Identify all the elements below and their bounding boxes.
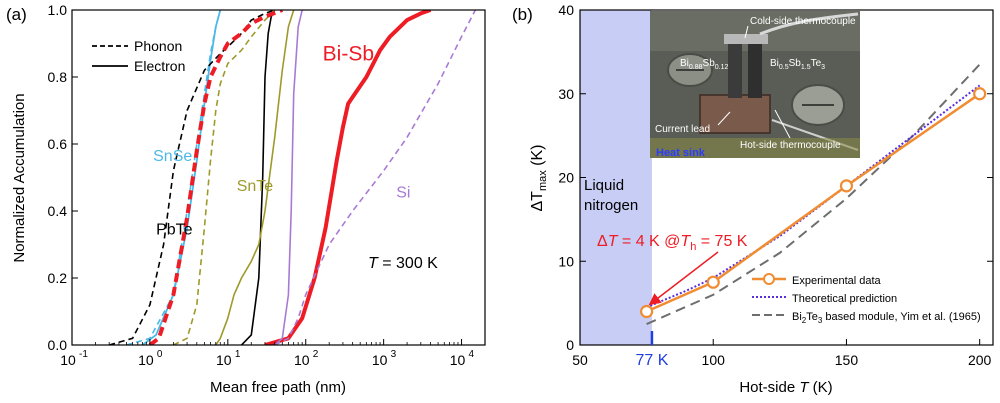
panel-a-series [108,10,477,345]
ytick-label: 1.0 [48,2,68,18]
photo-label-heat-sink: Heat sink [656,147,706,159]
panel-b-xlabel: Hot-side T (K) [739,379,832,396]
panel-a-xlabel: Mean free path (nm) [210,379,346,396]
series-label-snse: SnSe [153,148,192,165]
marker-77k-label: 77 K [635,352,668,369]
pointer-current-lead [717,111,731,126]
xtick-exponent: 3 [391,349,397,360]
legend-yim-label: Bi2Te3 based module, Yim et al. (1965) [792,311,981,325]
temperature-annotation: T = 300 K [368,255,438,272]
panel-a: (a) 10 -1 10 0 10 1 10 2 10 3 10 40.00.20.40.60.81.… [6,2,486,396]
experimental-point [839,179,854,193]
xtick-exponent: 4 [469,349,475,360]
series-bi-sb-dashed-line [148,10,284,345]
xtick-label: 150 [835,352,859,368]
series-label-snte: SnTe [237,178,274,195]
delta-t-arrow [648,251,719,306]
heat-spreader [699,94,771,134]
photo-label-bisbte: Bi0.5Sb1.5Te3 [770,58,825,71]
panel-a-label: (a) [6,5,27,24]
experimental-point [973,87,987,101]
xtick-label: 50 [572,352,588,368]
panel-b-label: (b) [512,5,533,24]
series-si-dashed-line [274,10,477,345]
xtick-label: 10 [60,352,76,368]
series-label-pbte: PbTe [156,221,193,238]
series-label-bi-sb: Bi-Sb [323,42,374,65]
panel-a-frame [71,9,486,346]
photo-label-current-lead: Current lead [655,124,710,135]
series-b-0-line [646,92,981,313]
panel-a-legend: Phonon Electron [92,38,185,74]
ytick-label: 30 [558,86,574,102]
cold-thermocouple-wire [759,12,859,36]
photo-label-bisb: Bi0.88Sb0.12 [680,58,728,71]
xtick-label: 10 [450,352,466,368]
panel-a-ticks: 10 -1 10 0 10 1 10 2 10 3 10 40.00.20.40.60.81.0 [48,2,486,368]
temperature-italic-t: T [368,255,379,272]
photo-label-hot-side: Hot-side thermocouple [740,140,841,151]
heat-sink-base [650,138,860,158]
panel-a-ylabel: Normalized Accumulation [11,93,28,262]
liquid-nitrogen-label-2: nitrogen [584,197,638,214]
pointer-cold-side [744,25,749,39]
legend-phonon-label: Phonon [134,38,182,54]
bi-sb-leg [728,40,742,98]
series-pbte-solid-line [240,10,276,345]
photo-label-cold-side: Cold-side thermocouple [750,16,856,27]
series-bi-sb-solid-line [264,10,432,345]
panel-a-series-labels: SnSe PbTe SnTe Bi-Sb Si [153,42,410,238]
xtick-exponent: 2 [313,349,319,360]
legend-theory-label: Theoretical prediction [792,293,897,305]
cold-plate [724,34,768,44]
ytick-label: 0.6 [48,136,68,152]
ytick-label: 0 [566,337,574,353]
series-pbte-dashed-line [108,10,275,345]
series-label-si: Si [396,185,410,202]
panel-b: (b) Liquid nitrogen Cold-side thermocoup… [512,2,994,396]
series-b-2-line [646,63,981,326]
panel-b-ylabel: ΔTmax (K) [529,144,549,211]
experimental-point [706,275,720,289]
series-snse-dashed-line [126,10,222,345]
ytick-label: 10 [558,253,574,269]
panel-b-series [640,63,987,326]
xtick-label: 200 [968,352,992,368]
xtick-label: 10 [372,352,388,368]
xtick-label: 10 [138,352,154,368]
series-snse-solid-line [141,10,222,345]
pointer-hot-side [774,109,791,139]
ytick-label: 0.8 [48,69,68,85]
legend-experimental-marker [763,273,775,285]
panel-b-legend: Experimental data Theoretical prediction… [752,273,981,325]
liquid-nitrogen-region [580,10,652,345]
experimental-setup-photo: Cold-side thermocouple Bi0.88Sb0.12 Bi0.… [650,11,860,159]
legend-experimental-label: Experimental data [792,275,882,287]
panel-b-ticks: 50 100 150 200 0 10 20 30 40 [558,2,993,368]
series-snte-dashed-line [173,10,276,345]
xtick-label: 10 [216,352,232,368]
xtick-label: 100 [702,352,726,368]
experimental-point [640,304,654,319]
ytick-label: 20 [558,170,574,186]
temperature-value: = 300 K [378,255,438,272]
xtick-exponent: -1 [79,349,88,360]
xtick-exponent: 1 [235,349,241,360]
xtick-exponent: 0 [157,349,163,360]
ytick-label: 0.2 [48,270,68,286]
bi-sb-te-leg [748,40,762,98]
delta-t-annotation: ΔT = 4 K @Th = 75 K [597,233,748,253]
ytick-label: 40 [558,2,574,18]
legend-electron-label: Electron [134,58,185,74]
liquid-nitrogen-label-1: Liquid [584,177,624,194]
ytick-label: 0.0 [48,337,68,353]
series-snte-solid-line [215,10,295,345]
ytick-label: 0.4 [48,203,68,219]
series-si-solid-line [274,10,303,345]
xtick-label: 10 [294,352,310,368]
